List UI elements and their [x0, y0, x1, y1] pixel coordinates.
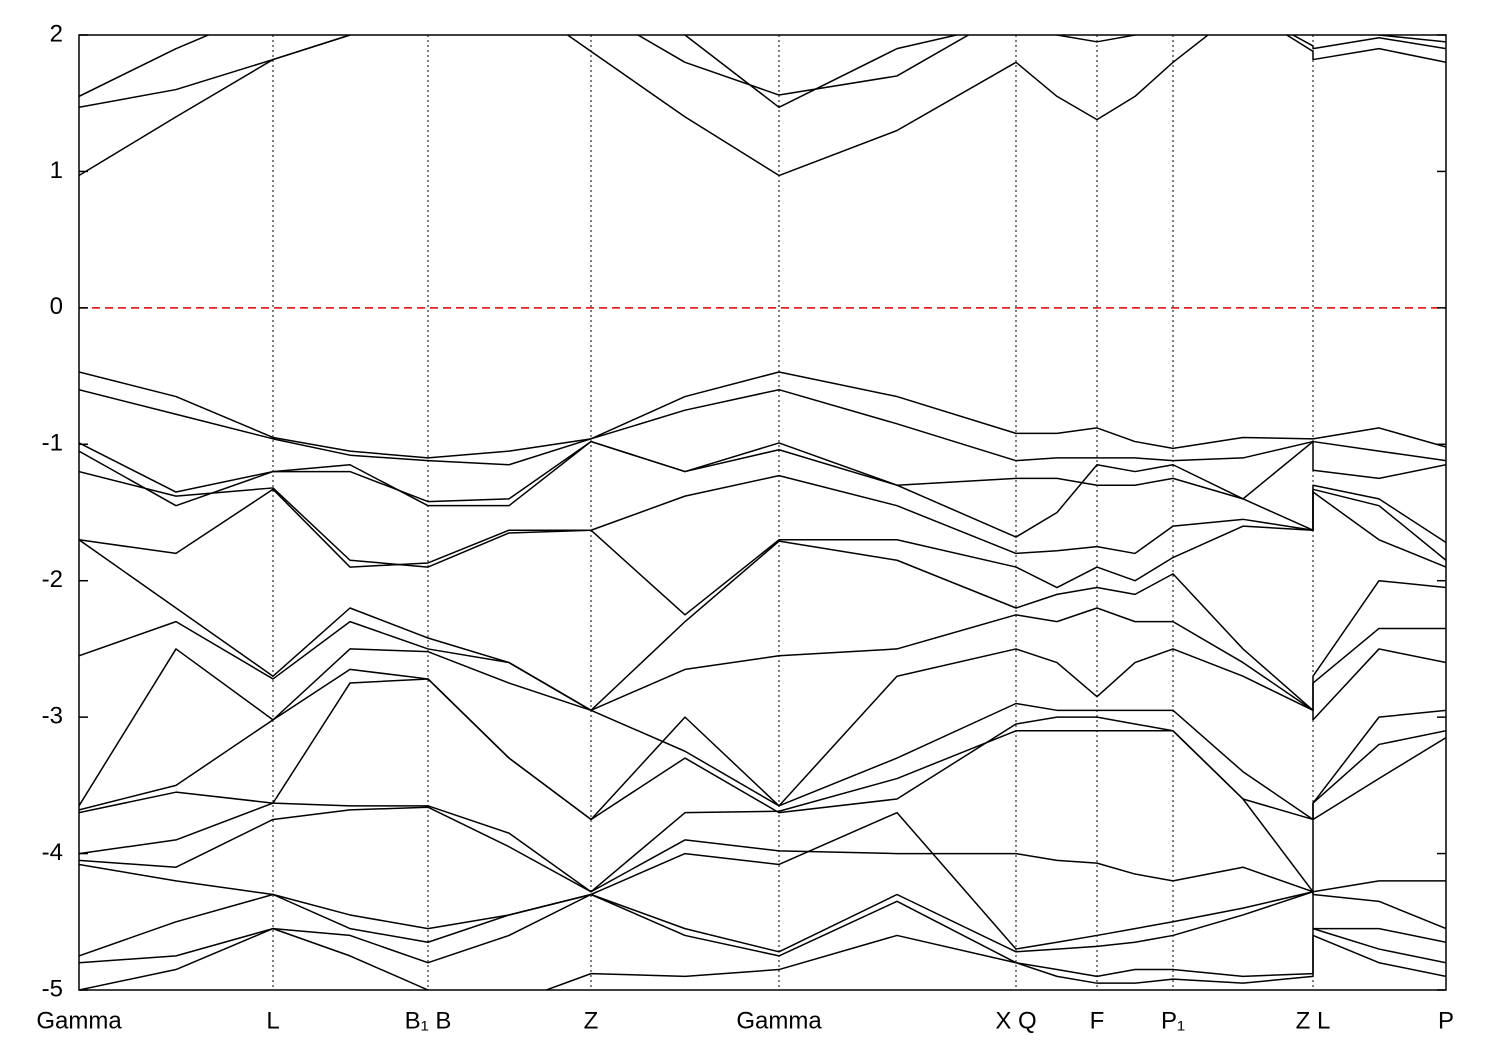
y-tick-label: 2 — [50, 20, 63, 47]
y-tick-label: -4 — [42, 839, 63, 866]
band-line — [79, 35, 1446, 98]
x-tick-label: Z — [584, 1007, 599, 1034]
band-line — [79, 927, 1446, 990]
y-tick-label: -5 — [42, 975, 63, 1002]
x-tick-label: Gamma — [736, 1007, 822, 1034]
band-line — [79, 35, 1446, 177]
band-line — [79, 488, 1446, 616]
x-tick-label: X Q — [995, 1007, 1036, 1034]
plot-area — [79, 35, 1446, 990]
x-tick-label: L — [266, 1007, 279, 1034]
band-line — [79, 811, 1446, 950]
x-tick-label: F — [1090, 1007, 1105, 1034]
band-line — [79, 893, 1446, 978]
band-line — [79, 806, 1446, 893]
band-line — [79, 891, 1446, 957]
x-tick-label: P₁ — [1161, 1007, 1185, 1034]
band-line — [79, 678, 1446, 821]
band-line — [79, 730, 1446, 893]
band-line — [79, 371, 1446, 459]
x-tick-label: Gamma — [36, 1007, 122, 1034]
y-tick-label: -2 — [42, 566, 63, 593]
band-line — [79, 35, 1446, 109]
band-line — [79, 539, 1446, 712]
band-line — [79, 668, 1446, 821]
x-tick-label: B₁ B — [405, 1007, 452, 1034]
band-line — [79, 648, 1446, 807]
band-line — [79, 440, 1446, 538]
y-tick-label: 1 — [50, 157, 63, 184]
x-tick-label: Z L — [1296, 1007, 1331, 1034]
y-tick-label: 0 — [50, 293, 63, 320]
band-line — [79, 470, 1446, 568]
band-line — [79, 607, 1446, 712]
y-tick-label: -3 — [42, 702, 63, 729]
band-line — [79, 440, 1446, 544]
y-tick-label: -1 — [42, 430, 63, 457]
plot-frame — [78, 34, 1447, 991]
x-tick-label: P — [1438, 1007, 1454, 1034]
band-line — [79, 388, 1446, 466]
